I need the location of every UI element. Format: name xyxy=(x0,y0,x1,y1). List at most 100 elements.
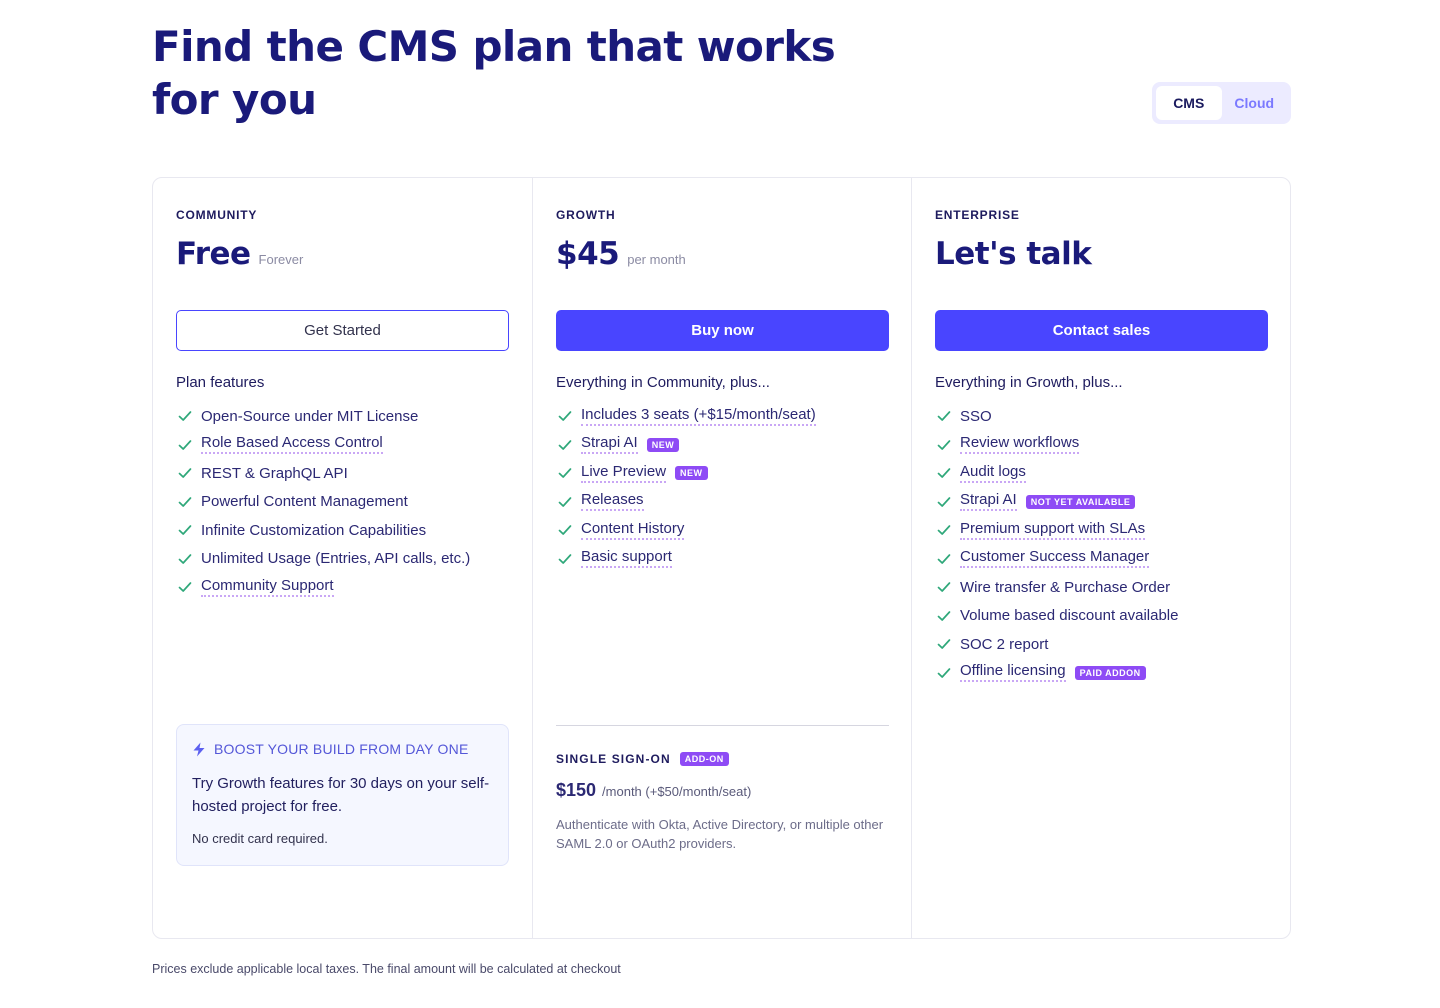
feature-item: Community Support xyxy=(176,573,470,602)
feature-label[interactable]: Strapi AI xyxy=(581,435,638,455)
plan-community: COMMUNITY Free Forever Get Started Plan … xyxy=(153,178,532,938)
price-note: Forever xyxy=(258,252,304,267)
check-icon xyxy=(558,496,572,507)
feature-item: Includes 3 seats (+$15/month/seat) xyxy=(556,402,816,431)
toggle-cms[interactable]: CMS xyxy=(1156,86,1222,120)
feature-label[interactable]: Customer Success Manager xyxy=(960,549,1150,569)
feature-list: Open-Source under MIT License Role Based … xyxy=(176,402,470,602)
feature-item: SSO xyxy=(935,402,1178,431)
plan-tier: GROWTH xyxy=(556,208,616,222)
sso-addon: SINGLE SIGN-ON ADD-ON $150 /month (+$50/… xyxy=(556,725,889,853)
lightning-bolt-icon xyxy=(193,742,205,756)
feature-label: Unlimited Usage (Entries, API calls, etc… xyxy=(201,550,471,568)
feature-label[interactable]: Community Support xyxy=(201,577,334,597)
plan-price: $45 xyxy=(556,236,620,272)
feature-item: Releases xyxy=(556,488,816,517)
check-icon xyxy=(178,525,192,536)
toggle-cloud[interactable]: Cloud xyxy=(1234,95,1275,111)
check-icon xyxy=(937,553,951,564)
check-icon xyxy=(178,553,192,564)
addon-heading: SINGLE SIGN-ON xyxy=(556,752,671,766)
check-icon xyxy=(178,411,192,422)
addon-badge: ADD-ON xyxy=(679,752,729,766)
check-icon xyxy=(937,610,951,621)
check-icon xyxy=(937,496,951,507)
feature-item: Powerful Content Management xyxy=(176,488,470,517)
feature-item: Unlimited Usage (Entries, API calls, etc… xyxy=(176,545,470,574)
buy-now-button[interactable]: Buy now xyxy=(556,310,889,351)
price-row: Let's talk xyxy=(935,236,1092,272)
feature-item: SOC 2 report xyxy=(935,630,1178,659)
feature-item: Content History xyxy=(556,516,816,545)
feature-item: Customer Success Manager xyxy=(935,545,1178,574)
price-row: $45 per month xyxy=(556,236,686,272)
plan-price: Free xyxy=(176,236,251,272)
boost-heading: BOOST YOUR BUILD FROM DAY ONE xyxy=(214,741,469,757)
check-icon xyxy=(937,639,951,650)
check-icon xyxy=(937,411,951,422)
feature-label[interactable]: Content History xyxy=(581,520,685,540)
features-heading: Plan features xyxy=(176,374,265,391)
check-icon xyxy=(937,439,951,450)
feature-label: SSO xyxy=(960,407,992,425)
page-title: Find the CMS plan that works for you xyxy=(152,22,836,124)
check-icon xyxy=(558,468,572,479)
price-note: per month xyxy=(627,252,686,267)
feature-label[interactable]: Strapi AI xyxy=(960,492,1017,512)
feature-label: Volume based discount available xyxy=(960,607,1179,625)
get-started-button[interactable]: Get Started xyxy=(176,310,509,351)
tax-footnote: Prices exclude applicable local taxes. T… xyxy=(152,962,621,976)
boost-card: BOOST YOUR BUILD FROM DAY ONE Try Growth… xyxy=(176,724,509,866)
feature-item: Audit logs xyxy=(935,459,1178,488)
check-icon xyxy=(178,582,192,593)
feature-item: Open-Source under MIT License xyxy=(176,402,470,431)
boost-text: Try Growth features for 30 days on your … xyxy=(192,775,490,815)
contact-sales-button[interactable]: Contact sales xyxy=(935,310,1268,351)
feature-list: Includes 3 seats (+$15/month/seat) Strapi… xyxy=(556,402,816,573)
check-icon xyxy=(178,468,192,479)
feature-item: REST & GraphQL API xyxy=(176,459,470,488)
check-icon xyxy=(178,439,192,450)
check-icon xyxy=(558,411,572,422)
check-icon xyxy=(937,468,951,479)
boost-heading-row: BOOST YOUR BUILD FROM DAY ONE xyxy=(192,741,493,757)
feature-list: SSO Review workflows Audit logs Strapi AI NO… xyxy=(935,402,1178,687)
feature-badge: PAID ADDON xyxy=(1074,665,1146,680)
feature-item: Wire transfer & Purchase Order xyxy=(935,573,1178,602)
feature-label[interactable]: Audit logs xyxy=(960,463,1026,483)
feature-badge: NEW xyxy=(646,437,680,452)
plan-tier: ENTERPRISE xyxy=(935,208,1020,222)
plan-enterprise: ENTERPRISE Let's talk Contact sales Ever… xyxy=(911,178,1290,938)
feature-item: Review workflows xyxy=(935,431,1178,460)
check-icon xyxy=(937,525,951,536)
features-heading: Everything in Community, plus... xyxy=(556,374,770,391)
feature-badge: NEW xyxy=(675,466,708,481)
features-heading: Everything in Growth, plus... xyxy=(935,374,1123,391)
feature-item: Strapi AI NEW xyxy=(556,431,816,460)
check-icon xyxy=(937,667,951,678)
addon-description: Authenticate with Okta, Active Directory… xyxy=(556,817,884,851)
plan-tier: COMMUNITY xyxy=(176,208,258,222)
feature-label[interactable]: Review workflows xyxy=(960,435,1080,455)
check-icon xyxy=(178,496,192,507)
plan-growth: GROWTH $45 per month Buy now Everything … xyxy=(532,178,911,938)
feature-label[interactable]: Offline licensing xyxy=(960,663,1066,683)
feature-item: Live Preview NEW xyxy=(556,459,816,488)
feature-label[interactable]: Live Preview xyxy=(581,463,667,483)
feature-label: Powerful Content Management xyxy=(201,493,408,511)
feature-item: Offline licensing PAID ADDON xyxy=(935,659,1178,688)
feature-item: Role Based Access Control xyxy=(176,431,470,460)
feature-item: Premium support with SLAs xyxy=(935,516,1178,545)
feature-item: Strapi AI NOT YET AVAILABLE xyxy=(935,488,1178,517)
feature-badge: NOT YET AVAILABLE xyxy=(1025,494,1136,509)
feature-label[interactable]: Releases xyxy=(581,492,644,512)
feature-label[interactable]: Premium support with SLAs xyxy=(960,520,1146,540)
boost-note: No credit card required. xyxy=(192,831,328,846)
feature-label[interactable]: Includes 3 seats (+$15/month/seat) xyxy=(581,406,816,426)
feature-label[interactable]: Basic support xyxy=(581,549,672,569)
feature-label: Infinite Customization Capabilities xyxy=(201,521,427,539)
plan-price: Let's talk xyxy=(935,236,1092,272)
feature-item: Basic support xyxy=(556,545,816,574)
feature-label[interactable]: Role Based Access Control xyxy=(201,435,383,455)
check-icon xyxy=(558,525,572,536)
